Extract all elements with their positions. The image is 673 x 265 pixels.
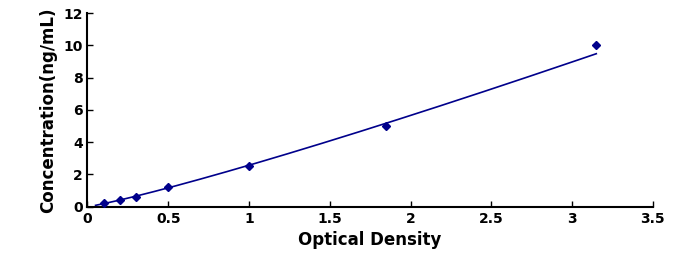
Y-axis label: Concentration(ng/mL): Concentration(ng/mL): [40, 7, 58, 213]
X-axis label: Optical Density: Optical Density: [298, 231, 442, 249]
